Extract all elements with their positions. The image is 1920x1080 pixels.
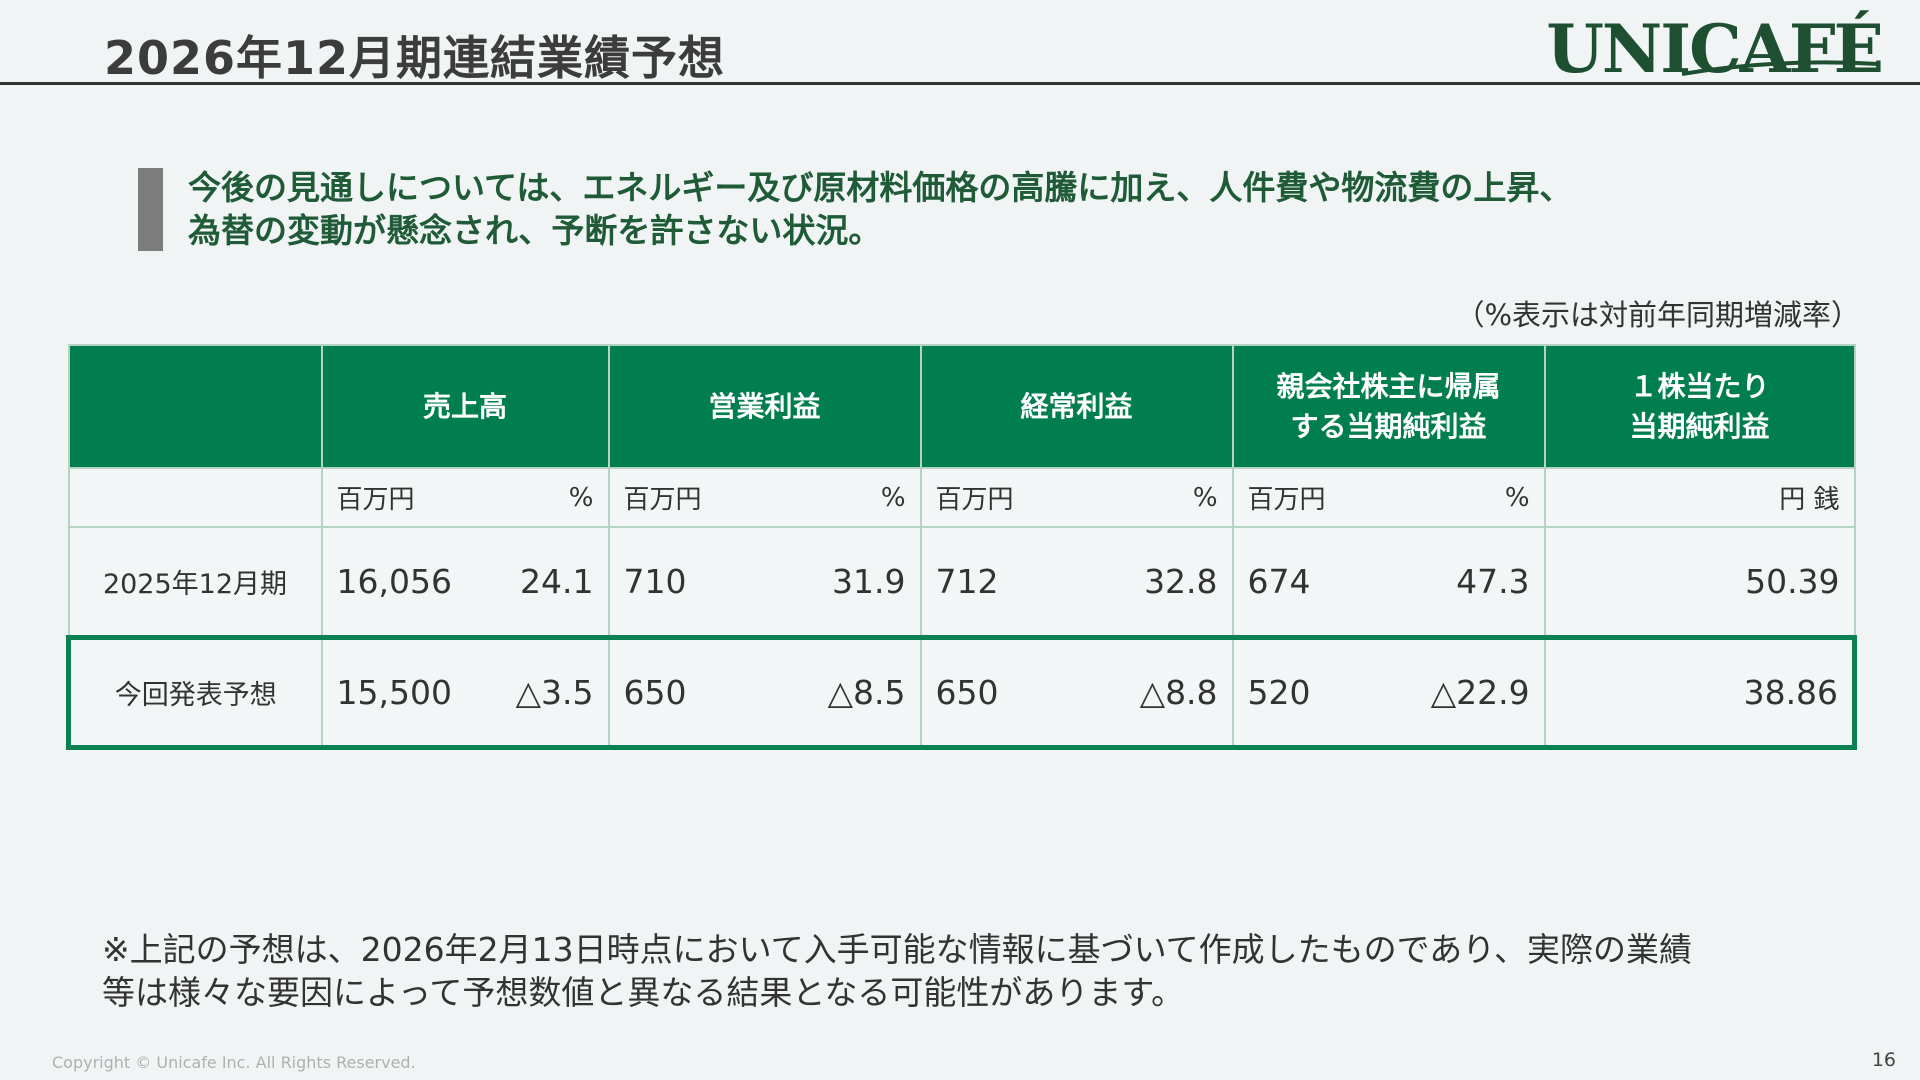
- value-cell: 712: [919, 526, 1068, 638]
- table-header-row: 売上高 営業利益 経常利益 親会社株主に帰属 する当期純利益 １株当たり 当期純…: [67, 344, 1856, 469]
- value-cell: 710: [607, 526, 756, 638]
- unit-note: （%表示は対前年同期増減率）: [1455, 298, 1860, 332]
- header-net-sales: 売上高: [320, 344, 610, 469]
- logo-wordmark: UNICAFÉ: [1546, 10, 1884, 88]
- unit-cell: 百万円: [320, 467, 469, 528]
- unit-cell: %: [1067, 467, 1234, 528]
- header-eps: １株当たり 当期純利益: [1543, 344, 1856, 469]
- table-row-fy2025: 2025年12月期 16,056 24.1 710 31.9 712 32.8 …: [67, 526, 1856, 638]
- pct-cell: 32.8: [1067, 526, 1234, 638]
- eps-cell: 50.39: [1543, 526, 1856, 638]
- pct-cell: 31.9: [755, 526, 922, 638]
- unit-cell: 百万円: [919, 467, 1068, 528]
- headline-line-2: 為替の変動が懸念され、予断を許さない状況。: [188, 211, 882, 250]
- row-label: 今回発表予想: [66, 634, 323, 750]
- footnote-line-2: 等は様々な要因によって予想数値と異なる結果となる可能性があります。: [102, 973, 1185, 1012]
- header-net-income-parent: 親会社株主に帰属 する当期純利益: [1231, 344, 1546, 469]
- value-cell: 650: [919, 634, 1068, 750]
- footnote-line-1: ※上記の予想は、2026年2月13日時点において入手可能な情報に基づいて作成した…: [102, 930, 1692, 969]
- pct-cell: △8.5: [755, 634, 922, 750]
- headline-statement: 今後の見通しについては、エネルギー及び原材料価格の高騰に加え、人件費や物流費の上…: [188, 166, 1748, 252]
- value-cell: 15,500: [320, 634, 469, 750]
- units-empty-cell: [67, 467, 323, 528]
- page-title: 2026年12月期連結業績予想: [104, 31, 726, 85]
- title-divider: [0, 82, 1920, 85]
- logo-swoosh-icon: [1681, 60, 1879, 76]
- pct-cell: △22.9: [1379, 634, 1546, 750]
- pct-cell: 47.3: [1379, 526, 1546, 638]
- disclaimer-footnote: ※上記の予想は、2026年2月13日時点において入手可能な情報に基づいて作成した…: [102, 928, 1862, 1014]
- unit-cell: %: [468, 467, 610, 528]
- table-row-forecast: 今回発表予想 15,500 △3.5 650 △8.5 650 △8.8 520…: [66, 634, 1858, 750]
- table-units-row: 百万円 % 百万円 % 百万円 % 百万円 % 円 銭: [67, 467, 1856, 528]
- unit-cell: 百万円: [1231, 467, 1380, 528]
- unit-cell: %: [755, 467, 922, 528]
- header-empty-cell: [67, 344, 323, 469]
- copyright-notice: Copyright © Unicafe Inc. All Rights Rese…: [52, 1053, 416, 1072]
- unit-cell: 百万円: [607, 467, 756, 528]
- headline-line-1: 今後の見通しについては、エネルギー及び原材料価格の高騰に加え、人件費や物流費の上…: [188, 168, 1573, 207]
- value-cell: 520: [1231, 634, 1380, 750]
- header-operating-profit: 営業利益: [607, 344, 922, 469]
- pct-cell: △3.5: [468, 634, 610, 750]
- page-number: 16: [1871, 1049, 1896, 1071]
- value-cell: 16,056: [320, 526, 469, 638]
- header-ordinary-profit: 経常利益: [919, 344, 1234, 469]
- forecast-table: 売上高 営業利益 経常利益 親会社株主に帰属 する当期純利益 １株当たり 当期純…: [66, 344, 1858, 750]
- value-cell: 674: [1231, 526, 1380, 638]
- unicafe-logo: UNICAFÉ: [1546, 8, 1900, 88]
- value-cell: 650: [607, 634, 756, 750]
- headline-accent-bar: [138, 168, 163, 251]
- eps-cell: 38.86: [1543, 634, 1858, 750]
- unit-cell: %: [1379, 467, 1546, 528]
- pct-cell: 24.1: [468, 526, 610, 638]
- pct-cell: △8.8: [1067, 634, 1234, 750]
- row-label: 2025年12月期: [67, 526, 323, 638]
- unit-cell: 円 銭: [1543, 467, 1856, 528]
